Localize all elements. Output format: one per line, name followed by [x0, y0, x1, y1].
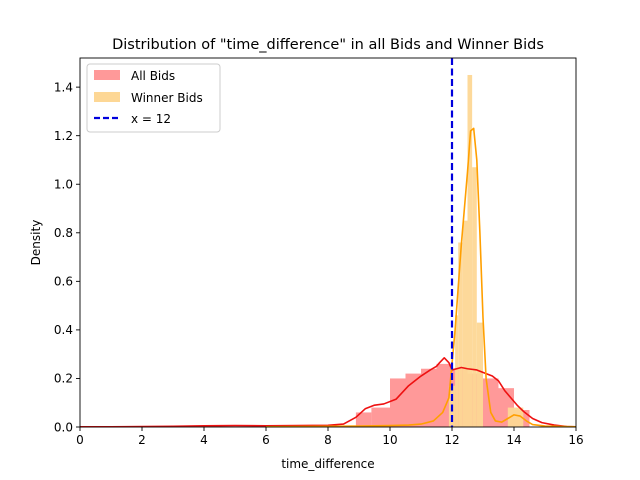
x-tick-label-8: 16 [568, 433, 583, 447]
hist-bar-all-bids-8 [483, 378, 499, 427]
y-axis-label: Density [29, 220, 43, 266]
x-axis: 0 2 4 6 8 10 12 14 16 [76, 427, 584, 447]
y-tick-label-7: 1.4 [54, 80, 73, 94]
x-tick-label-6: 12 [444, 433, 459, 447]
y-tick-label-2: 0.4 [54, 323, 73, 337]
y-tick-label-1: 0.2 [54, 372, 73, 386]
legend-label-vline: x = 12 [131, 112, 171, 126]
legend-label-winner-bids: Winner Bids [131, 91, 203, 105]
hist-bar-all-bids-0 [355, 412, 372, 427]
y-tick-label-6: 1.2 [54, 129, 73, 143]
hist-bar-winner-bids-2 [458, 242, 463, 427]
x-tick-label-5: 10 [382, 433, 397, 447]
legend-label-all-bids: All Bids [131, 69, 175, 83]
hist-bar-winner-bids-7 [507, 407, 524, 427]
y-tick-label-3: 0.6 [54, 275, 73, 289]
hist-bar-winner-bids-5 [472, 167, 477, 428]
x-tick-label-3: 6 [262, 433, 270, 447]
kde-line-winner-bids [265, 127, 577, 428]
legend-frame [86, 63, 221, 133]
hist-bar-all-bids-4 [421, 368, 437, 427]
hist-bar-all-bids-3 [405, 373, 421, 427]
legend-swatch-all-bids [94, 70, 120, 80]
x-tick-label-4: 8 [324, 433, 332, 447]
y-tick-label-4: 0.8 [54, 226, 73, 240]
hist-bar-winner-bids-4 [467, 74, 473, 428]
legend: All Bids Winner Bids x = 12 [86, 63, 221, 133]
hist-bar-all-bids-5 [436, 363, 452, 427]
x-tick-label-0: 0 [76, 433, 84, 447]
kde-curves [80, 127, 577, 428]
y-tick-label-5: 1.0 [54, 178, 73, 192]
hist-bar-winner-bids-1 [455, 315, 459, 427]
kde-line-all-bids [80, 357, 577, 428]
y-axis: 0.0 0.2 0.4 0.6 0.8 1.0 1.2 1.4 [54, 80, 80, 434]
legend-swatch-winner-bids [94, 92, 120, 102]
chart-title: Distribution of "time_difference" in all… [112, 37, 544, 53]
x-tick-label-7: 14 [506, 433, 521, 447]
x-tick-label-2: 4 [200, 433, 208, 447]
x-axis-label: time_difference [281, 457, 374, 471]
hist-bar-winner-bids-6 [476, 322, 483, 427]
x-tick-label-1: 2 [138, 433, 146, 447]
y-tick-label-0: 0.0 [54, 420, 73, 434]
hist-bar-all-bids-1 [371, 407, 390, 427]
hist-bar-all-bids-2 [390, 378, 406, 427]
hist-bar-winner-bids-3 [462, 220, 468, 427]
